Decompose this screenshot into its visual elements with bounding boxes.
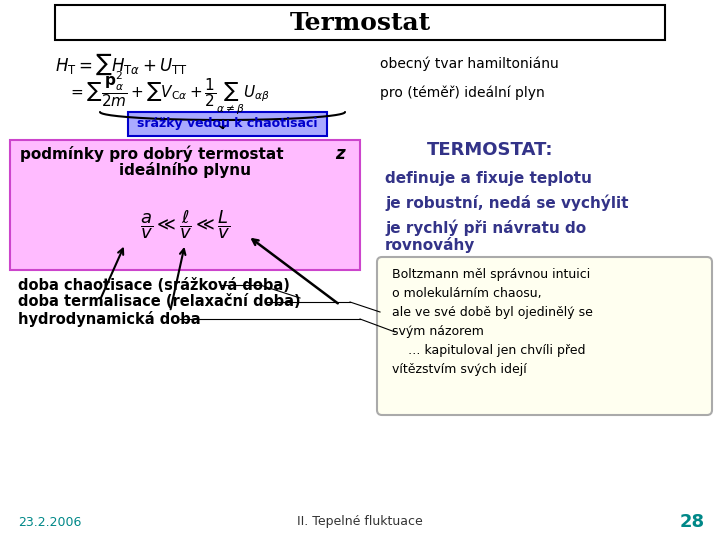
Text: definuje a fixuje teplotu: definuje a fixuje teplotu xyxy=(385,171,592,186)
FancyBboxPatch shape xyxy=(55,5,665,40)
Text: $\dfrac{a}{v} \ll \dfrac{\ell}{v} \ll \dfrac{L}{v}$: $\dfrac{a}{v} \ll \dfrac{\ell}{v} \ll \d… xyxy=(140,208,230,241)
Text: $= \sum \dfrac{\mathbf{p}_\alpha^2}{2m} + \sum V_{\mathrm{C}\alpha} + \dfrac{1}{: $= \sum \dfrac{\mathbf{p}_\alpha^2}{2m} … xyxy=(68,70,270,117)
Text: Termostat: Termostat xyxy=(289,11,431,35)
Text: TERMOSTAT:: TERMOSTAT: xyxy=(427,141,553,159)
Text: hydrodynamická doba: hydrodynamická doba xyxy=(18,311,201,327)
FancyBboxPatch shape xyxy=(377,257,712,415)
Text: pro (téměř) ideální plyn: pro (téměř) ideální plyn xyxy=(380,86,545,100)
Text: Boltzmann měl správnou intuici
o molekulárním chaosu,
ale ve své době byl ojedin: Boltzmann měl správnou intuici o molekul… xyxy=(392,268,593,376)
FancyBboxPatch shape xyxy=(10,140,360,270)
Text: z: z xyxy=(336,145,345,163)
Text: je rychlý při návratu do: je rychlý při návratu do xyxy=(385,220,586,237)
Text: $H_\mathrm{T} = \sum H_{\mathrm{T}\alpha} + U_{\mathrm{TT}}$: $H_\mathrm{T} = \sum H_{\mathrm{T}\alpha… xyxy=(55,51,188,77)
Text: doba termalisace (relaxační doba): doba termalisace (relaxační doba) xyxy=(18,294,301,309)
Text: srážky vedou k chaotisaci: srážky vedou k chaotisaci xyxy=(138,118,318,131)
Text: obecný tvar hamiltoniánu: obecný tvar hamiltoniánu xyxy=(380,57,559,71)
FancyBboxPatch shape xyxy=(128,112,327,136)
Text: je robustní, nedá se vychýlit: je robustní, nedá se vychýlit xyxy=(385,195,629,211)
Text: 28: 28 xyxy=(680,513,705,531)
Text: podmínky pro dobrý termostat: podmínky pro dobrý termostat xyxy=(20,146,284,162)
Text: doba chaotisace (srážková doba): doba chaotisace (srážková doba) xyxy=(18,278,290,293)
Text: ideálního plynu: ideálního plynu xyxy=(119,162,251,178)
Text: II. Tepelné fluktuace: II. Tepelné fluktuace xyxy=(297,516,423,529)
Text: 23.2.2006: 23.2.2006 xyxy=(18,516,81,529)
Text: rovnováhy: rovnováhy xyxy=(385,237,475,253)
